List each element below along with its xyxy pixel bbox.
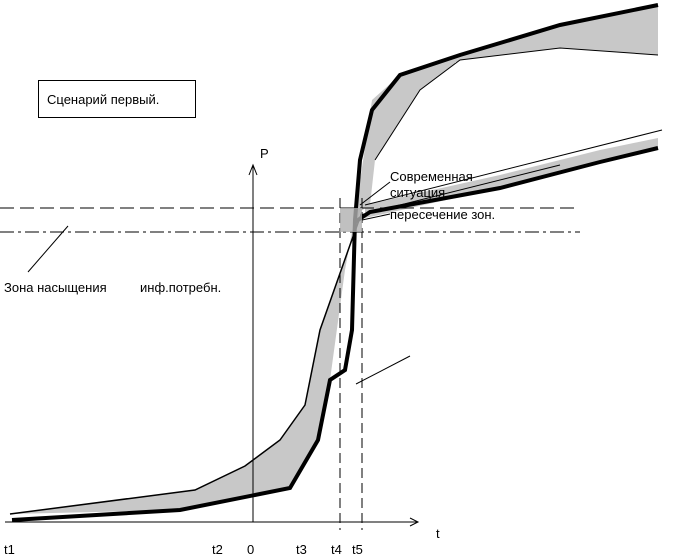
label-info-needs: инф.потребн. [140,280,221,295]
curve-thin-right-2 [359,164,561,216]
tick-t1: t1 [4,542,15,557]
pointer-saturation [27,225,69,273]
pointer-lower [355,355,411,385]
tick-t5: t5 [352,542,363,557]
intersection-zone [340,208,362,232]
label-modern-1: Современная [390,169,473,184]
pointer-modern [359,181,391,206]
x-axis-label: t [436,526,440,541]
tick-t2: t2 [212,542,223,557]
curve-thick-right [353,146,659,224]
scenario-title-box: Сценарий первый. [38,80,196,118]
label-modern-2: ситуация [390,185,445,200]
y-axis-label: P [260,146,269,161]
scenario-title: Сценарий первый. [47,92,160,107]
curve-thin-right [364,129,663,206]
tick-0: 0 [247,542,254,557]
curve-thin-left [9,211,363,515]
curve-thin-upper [374,47,659,161]
label-saturation-zone: Зона насыщения [4,280,107,295]
upper-zone-fill [355,5,658,215]
lower-zone-fill [10,210,360,514]
tick-t3: t3 [296,542,307,557]
label-intersection: пересечение зон. [390,207,495,222]
blank-area-mid [378,290,436,342]
tick-t4: t4 [331,542,342,557]
blank-area-top [455,62,657,124]
x-axis-arrow [409,517,420,527]
y-axis-arrow [248,163,258,176]
curve-thick-main [11,3,659,522]
pointer-intersection [361,213,391,221]
